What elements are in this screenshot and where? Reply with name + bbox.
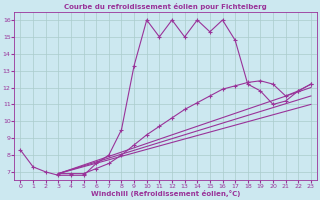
X-axis label: Windchill (Refroidissement éolien,°C): Windchill (Refroidissement éolien,°C) (91, 190, 240, 197)
Title: Courbe du refroidissement éolien pour Fichtelberg: Courbe du refroidissement éolien pour Fi… (64, 3, 267, 10)
